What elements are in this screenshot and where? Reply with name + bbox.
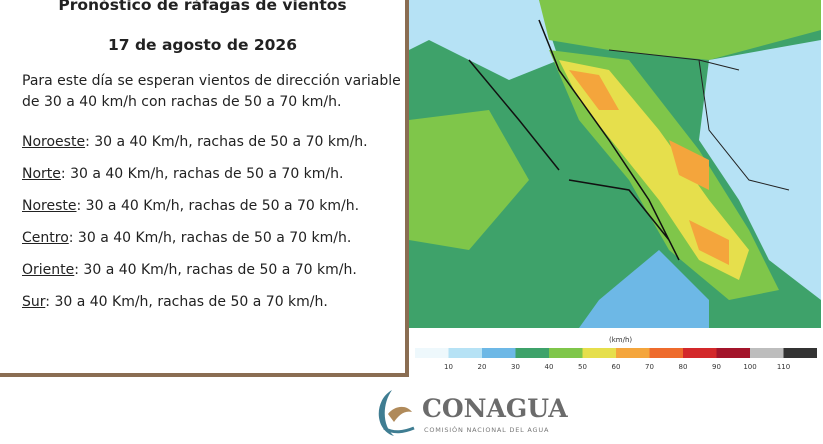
legend-swatch [750,348,784,358]
legend-swatch [448,348,482,358]
region-name: Sur [22,294,46,310]
title: Pronóstico de ráfagas de vientos [58,0,347,14]
legend-tick-label: 20 [478,363,487,371]
logo-name: CONAGUA [422,394,568,423]
region-detail: : 30 a 40 Km/h, rachas de 50 a 70 km/h. [68,230,352,246]
region-detail: : 30 a 40 Km/h, rachas de 50 a 70 km/h. [76,198,360,214]
region-detail: : 30 a 40 Km/h, rachas de 50 a 70 km/h. [74,262,357,278]
legend-swatch [482,348,516,358]
region-detail: : 30 a 40 Km/h, rachas de 50 a 70 km/h. [60,166,344,182]
legend-tick-label: 50 [578,363,587,371]
legend-swatch [683,348,717,358]
legend-swatch [616,348,650,358]
legend-tick-label: 90 [712,363,721,371]
region-line: Noreste: 30 a 40 Km/h, rachas de 50 a 70… [22,198,359,214]
region-line: Oriente: 30 a 40 Km/h, rachas de 50 a 70… [22,262,357,278]
legend-swatch [415,348,449,358]
map: (km/h) 10 20 30 40 50 60 70 80 90 100 110 [409,0,821,375]
intro-line: Para este día se esperan vientos de dire… [22,73,401,89]
legend-tick-label: 80 [679,363,688,371]
region-name: Noreste [22,198,77,214]
legend-swatch [549,348,583,358]
region-line: Sur: 30 a 40 Km/h, rachas de 50 a 70 km/… [22,294,328,310]
legend-swatch [582,348,616,358]
legend-swatch [649,348,683,358]
legend-tick-label: 60 [612,363,621,371]
legend-tick-label: 30 [511,363,520,371]
legend-tick-label: 40 [545,363,554,371]
intro-line: de 30 a 40 km/h con rachas de 50 a 70 km… [22,94,342,110]
region-line: Norte: 30 a 40 Km/h, rachas de 50 a 70 k… [22,166,343,182]
legend-swatch [783,348,817,358]
logo: CONAGUA COMISIÓN NACIONAL DEL AGUA [378,390,568,436]
legend-swatch [515,348,549,358]
region-line: Noroeste: 30 a 40 Km/h, rachas de 50 a 7… [22,134,368,150]
legend-unit: (km/h) [609,336,632,344]
region-name: Centro [22,230,69,246]
region-name: Norte [22,166,61,182]
region-detail: : 30 a 40 Km/h, rachas de 50 a 70 km/h. [85,134,368,150]
date: 17 de agosto de 2026 [108,36,297,54]
legend-tick-label: 70 [645,363,654,371]
legend-swatch [716,348,750,358]
region-name: Oriente [22,262,75,278]
legend-tick-label: 110 [777,363,790,371]
region-name: Noroeste [22,134,86,150]
region-detail: : 30 a 40 Km/h, rachas de 50 a 70 km/h. [45,294,328,310]
region-line: Centro: 30 a 40 Km/h, rachas de 50 a 70 … [22,230,351,246]
legend-tick-label: 10 [444,363,453,371]
forecast-panel: Pronóstico de ráfagas de vientos 17 de a… [0,0,409,377]
legend-tick-label: 100 [743,363,756,371]
logo-subtitle: COMISIÓN NACIONAL DEL AGUA [424,425,549,434]
